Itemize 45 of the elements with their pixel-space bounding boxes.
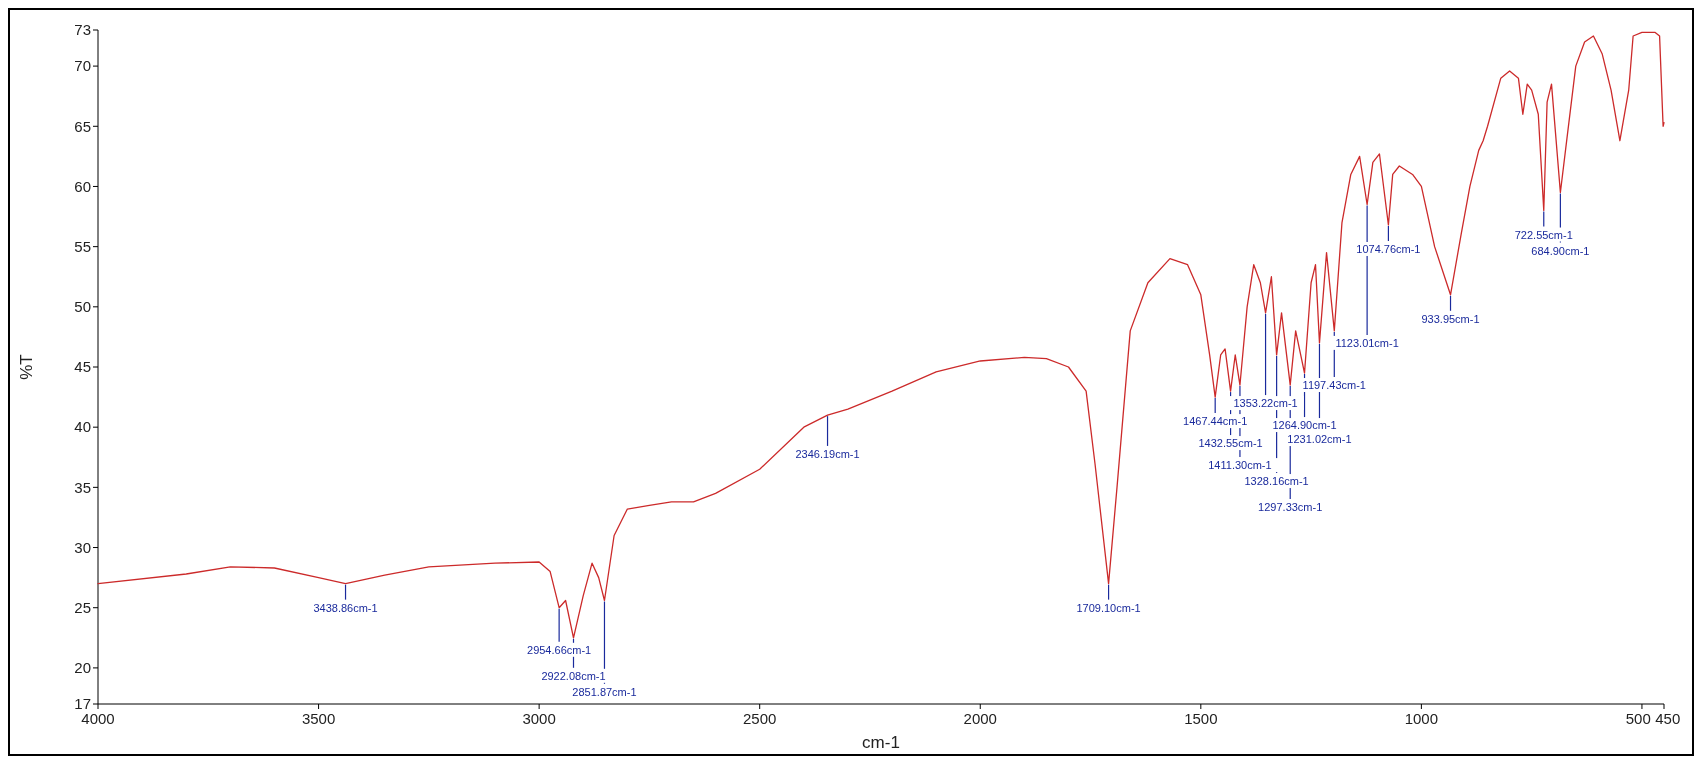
annotation: 1074.76cm-1 [1356, 242, 1421, 255]
annotation: 2851.87cm-1 [572, 685, 637, 698]
x-tick-label: 2500 [743, 710, 777, 727]
y-tick-label: 35 [74, 478, 91, 496]
annotation: 1328.16cm-1 [1244, 475, 1309, 488]
y-tick-label: 60 [74, 177, 91, 195]
x-tick-label: 4000 [81, 710, 115, 727]
annotation: 1709.10cm-1 [1076, 601, 1141, 614]
x-tick-label: 3500 [301, 710, 336, 727]
annotation: 1231.02cm-1 [1287, 433, 1352, 446]
annotation: 1264.90cm-1 [1272, 419, 1337, 432]
annotation: 1297.33cm-1 [1258, 501, 1323, 514]
annotation: 2346.19cm-1 [795, 447, 860, 460]
x-axis-title: cm-1 [862, 733, 900, 752]
y-tick-label: 70 [74, 57, 91, 75]
x-tick-label: 450 [1655, 710, 1681, 727]
line-series [97, 31, 1665, 639]
x-tick-label: 2000 [963, 710, 997, 727]
annotation: 1197.43cm-1 [1302, 379, 1366, 392]
annotation: 1353.22cm-1 [1233, 397, 1298, 410]
annotation: 722.55cm-1 [1514, 228, 1573, 241]
y-tick-label: 17 [74, 695, 91, 713]
annotation: 1123.01cm-1 [1335, 336, 1399, 349]
annotation: 1411.30cm-1 [1208, 459, 1272, 472]
y-tick-label: 73 [74, 21, 91, 39]
annotation: 2922.08cm-1 [541, 669, 606, 682]
y-tick-label: 50 [74, 298, 91, 316]
annotation: 1467.44cm-1 [1183, 415, 1248, 428]
annotation: 3438.86cm-1 [313, 601, 378, 614]
annotation: 684.90cm-1 [1531, 244, 1590, 257]
annotation: 933.95cm-1 [1421, 312, 1480, 325]
x-tick-label: 500 [1625, 710, 1651, 727]
y-axis-title: %T [17, 354, 36, 380]
y-tick-label: 45 [74, 358, 91, 376]
annotation: 2954.66cm-1 [527, 643, 592, 656]
y-tick-label: 30 [74, 538, 91, 556]
y-tick-label: 55 [74, 237, 91, 255]
y-tick-label: 65 [74, 117, 91, 135]
x-tick-label: 1500 [1184, 710, 1218, 727]
y-tick-label: 25 [74, 598, 91, 616]
x-tick-label: 1000 [1404, 710, 1439, 727]
y-tick-label: 40 [74, 418, 91, 436]
annotation: 1432.55cm-1 [1198, 437, 1263, 450]
x-tick-label: 3000 [522, 710, 556, 727]
y-tick-label: 20 [74, 659, 91, 677]
